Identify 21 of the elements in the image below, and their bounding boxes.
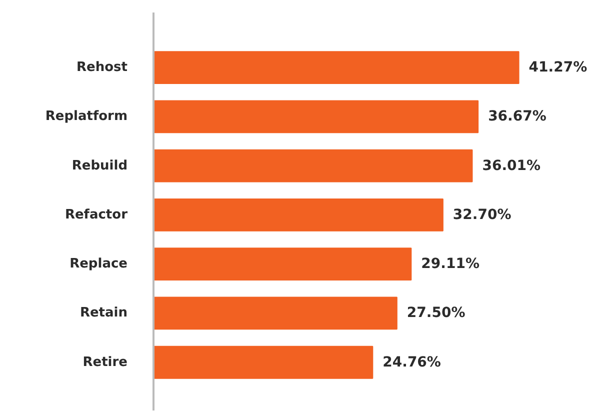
data-label: 36.67%	[488, 108, 546, 125]
y-tick-label: Rehost	[76, 60, 128, 76]
bar	[154, 100, 479, 134]
data-label: 41.27%	[528, 60, 588, 76]
bar	[154, 346, 374, 379]
bar	[154, 198, 444, 232]
bar	[154, 51, 520, 84]
bar	[154, 296, 398, 330]
y-tick-label: Rebuild	[72, 158, 128, 174]
y-tick-label: Retain	[80, 306, 128, 321]
data-label: 36.01%	[482, 158, 541, 174]
y-tick-label: Refactor	[64, 207, 128, 222]
y-tick-label: Replatform	[45, 109, 128, 124]
data-label: 29.11%	[421, 256, 480, 272]
y-tick-label: Replace	[70, 256, 128, 272]
data-label: 27.50%	[406, 305, 466, 322]
bar	[154, 248, 412, 281]
y-tick-label: Retire	[82, 354, 128, 370]
bar	[154, 149, 473, 182]
data-label: 24.76%	[382, 354, 441, 370]
data-label: 32.70%	[452, 206, 512, 223]
